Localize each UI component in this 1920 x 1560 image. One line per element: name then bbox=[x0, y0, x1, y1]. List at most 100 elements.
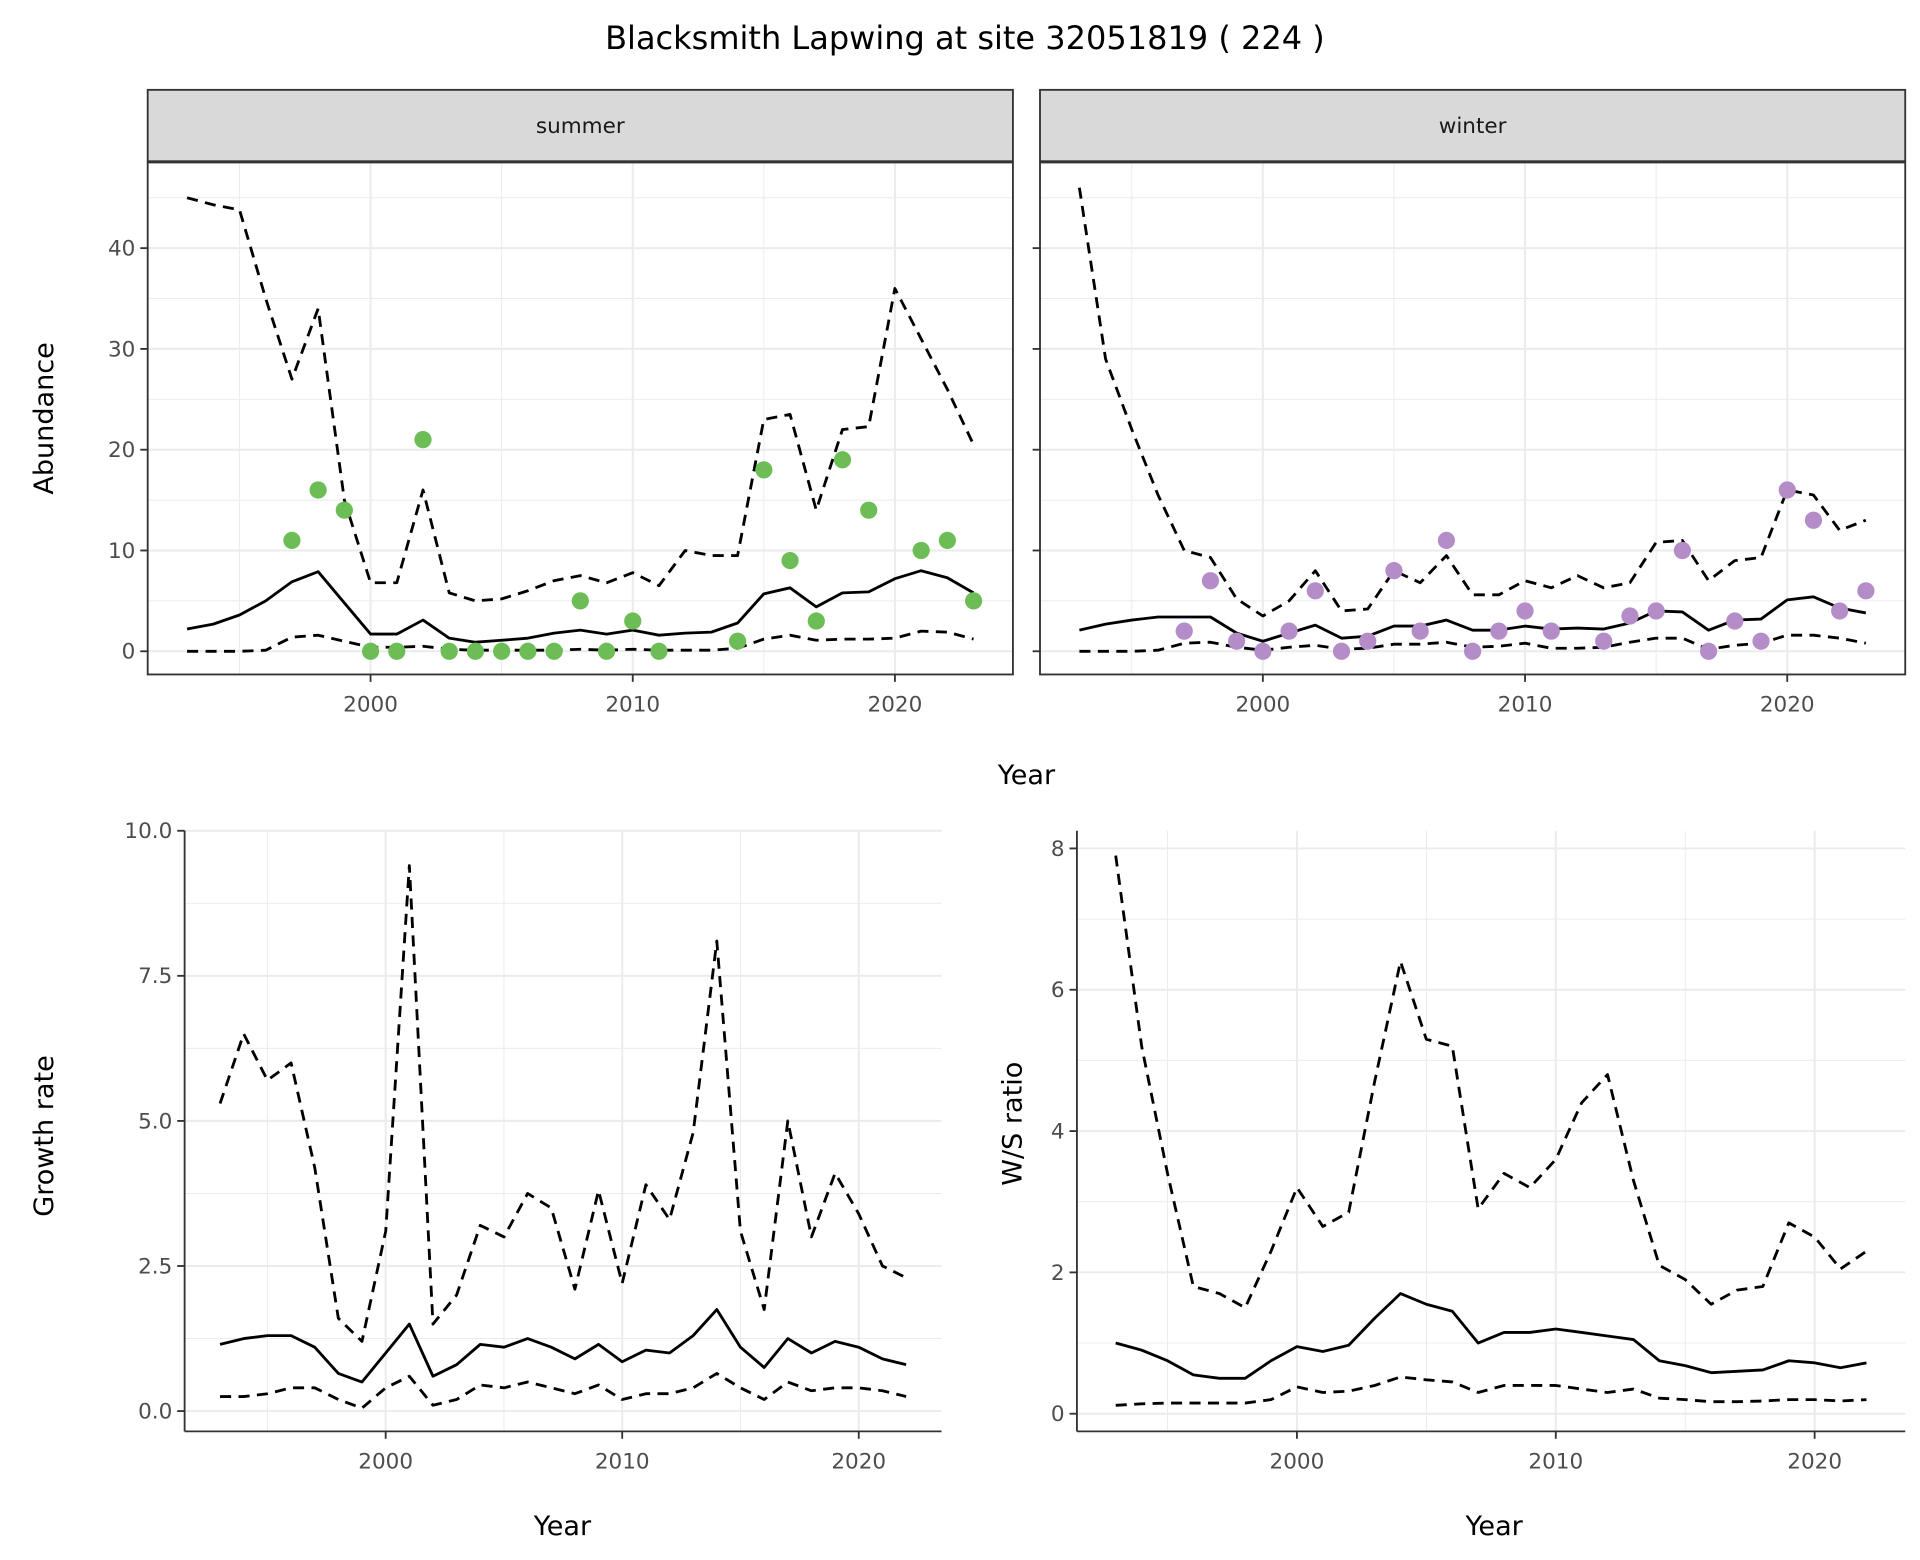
y-tick-label: 2 bbox=[1051, 1261, 1065, 1286]
y-tick-label: 4 bbox=[1051, 1119, 1065, 1144]
data-point bbox=[1621, 607, 1639, 625]
data-point bbox=[1385, 562, 1403, 580]
y-tick-label: 30 bbox=[108, 337, 135, 362]
data-point bbox=[1831, 602, 1849, 620]
figure-title: Blacksmith Lapwing at site 32051819 ( 22… bbox=[605, 19, 1325, 57]
data-point bbox=[440, 642, 458, 660]
data-point bbox=[807, 612, 825, 630]
data-point bbox=[912, 541, 930, 560]
data-point bbox=[414, 431, 432, 449]
ratio-x-axis-title: Year bbox=[1465, 1511, 1524, 1542]
data-point bbox=[1726, 612, 1744, 630]
data-point bbox=[1490, 622, 1508, 640]
data-point bbox=[781, 551, 799, 570]
y-tick-label: 5.0 bbox=[138, 1109, 172, 1134]
facet-strip bbox=[1039, 88, 1907, 163]
panel-ratio: 2000 2010 2020 0 2 4 6 8 bbox=[1051, 830, 1906, 1474]
series-line-lower bbox=[220, 1372, 907, 1410]
data-point bbox=[335, 501, 353, 519]
ratio-y-axis-title: W/S ratio bbox=[998, 1062, 1029, 1186]
data-point bbox=[1857, 582, 1875, 600]
data-point bbox=[964, 592, 983, 610]
data-point bbox=[1280, 622, 1298, 640]
series-line-upper bbox=[1114, 855, 1868, 1310]
y-tick-label: 0 bbox=[1051, 1402, 1065, 1427]
y-tick-label: 2.5 bbox=[138, 1254, 172, 1279]
facet-strip-label: summer bbox=[536, 114, 625, 139]
plot-background bbox=[1040, 162, 1906, 675]
x-tick-label: 2020 bbox=[1787, 1449, 1842, 1474]
x-tick-label: 2000 bbox=[1235, 692, 1290, 717]
data-point bbox=[1254, 642, 1272, 660]
data-point bbox=[833, 451, 852, 469]
panel-border bbox=[1039, 161, 1907, 676]
data-point bbox=[1464, 642, 1482, 660]
x-tick-label: 2000 bbox=[1270, 1449, 1325, 1474]
facet-strip bbox=[146, 88, 1014, 163]
data-point bbox=[1647, 602, 1665, 620]
x-tick-label: 2010 bbox=[605, 692, 660, 717]
plot-background bbox=[184, 830, 942, 1432]
series-line-upper bbox=[1077, 187, 1867, 618]
data-point bbox=[361, 642, 380, 660]
series-line-mean bbox=[186, 569, 975, 644]
data-point bbox=[309, 481, 327, 499]
panel-border bbox=[146, 161, 1014, 676]
panel-winter: winter 2000 2010 2020 bbox=[1032, 88, 1907, 717]
data-point bbox=[729, 632, 747, 650]
series-line-lower bbox=[187, 629, 974, 653]
data-point bbox=[1752, 632, 1770, 650]
x-tick-label: 2020 bbox=[1760, 692, 1815, 717]
data-point bbox=[466, 642, 485, 660]
panel-growth: 2000 2010 2020 0.0 2.5 5.0 7.5 10.0 bbox=[124, 819, 942, 1474]
data-point bbox=[597, 642, 616, 660]
y-tick-label: 6 bbox=[1051, 978, 1065, 1003]
panel-summer: summer 2000 2010 2020 0 10 20 30 40 bbox=[108, 88, 1014, 717]
growth-x-axis-title: Year bbox=[533, 1511, 592, 1542]
data-point bbox=[1699, 642, 1718, 660]
data-point bbox=[283, 531, 301, 550]
data-point bbox=[1359, 632, 1377, 650]
x-tick-label: 2000 bbox=[343, 692, 398, 717]
data-point bbox=[1411, 622, 1429, 640]
top-x-axis-title: Year bbox=[997, 760, 1056, 791]
series-line-upper bbox=[218, 864, 907, 1343]
data-point bbox=[571, 592, 589, 610]
series-line-lower bbox=[1115, 1375, 1867, 1407]
data-point bbox=[860, 501, 878, 519]
y-tick-label: 10 bbox=[108, 539, 135, 564]
data-point bbox=[493, 642, 511, 660]
data-point bbox=[1201, 572, 1220, 590]
series-line-upper bbox=[186, 196, 975, 603]
series-line-mean bbox=[1115, 1292, 1867, 1380]
y-tick-label: 7.5 bbox=[138, 964, 172, 989]
data-point bbox=[1595, 632, 1613, 650]
x-tick-label: 2020 bbox=[868, 692, 923, 717]
data-point bbox=[1437, 531, 1456, 550]
facet-strip-label: winter bbox=[1439, 114, 1507, 139]
data-point bbox=[1332, 642, 1351, 660]
y-tick-label: 8 bbox=[1051, 837, 1065, 862]
data-point bbox=[519, 642, 537, 660]
x-tick-label: 2000 bbox=[358, 1449, 413, 1474]
x-tick-label: 2020 bbox=[831, 1449, 886, 1474]
data-point bbox=[1778, 481, 1796, 499]
data-point bbox=[1306, 582, 1324, 600]
data-point bbox=[545, 642, 563, 660]
growth-y-axis-title: Growth rate bbox=[29, 1055, 60, 1217]
top-y-axis-title: Abundance bbox=[29, 342, 60, 494]
data-point bbox=[938, 531, 956, 550]
y-tick-label: 0 bbox=[122, 640, 136, 665]
data-point bbox=[1673, 541, 1691, 560]
data-point bbox=[1542, 622, 1560, 640]
x-tick-label: 2010 bbox=[595, 1449, 650, 1474]
data-point bbox=[1175, 622, 1193, 640]
data-point bbox=[1804, 511, 1823, 529]
data-point bbox=[1516, 602, 1534, 620]
data-point bbox=[624, 612, 642, 630]
x-tick-label: 2010 bbox=[1528, 1449, 1583, 1474]
data-point bbox=[388, 642, 406, 660]
data-point bbox=[1228, 632, 1246, 650]
series-line-mean bbox=[219, 1308, 907, 1384]
